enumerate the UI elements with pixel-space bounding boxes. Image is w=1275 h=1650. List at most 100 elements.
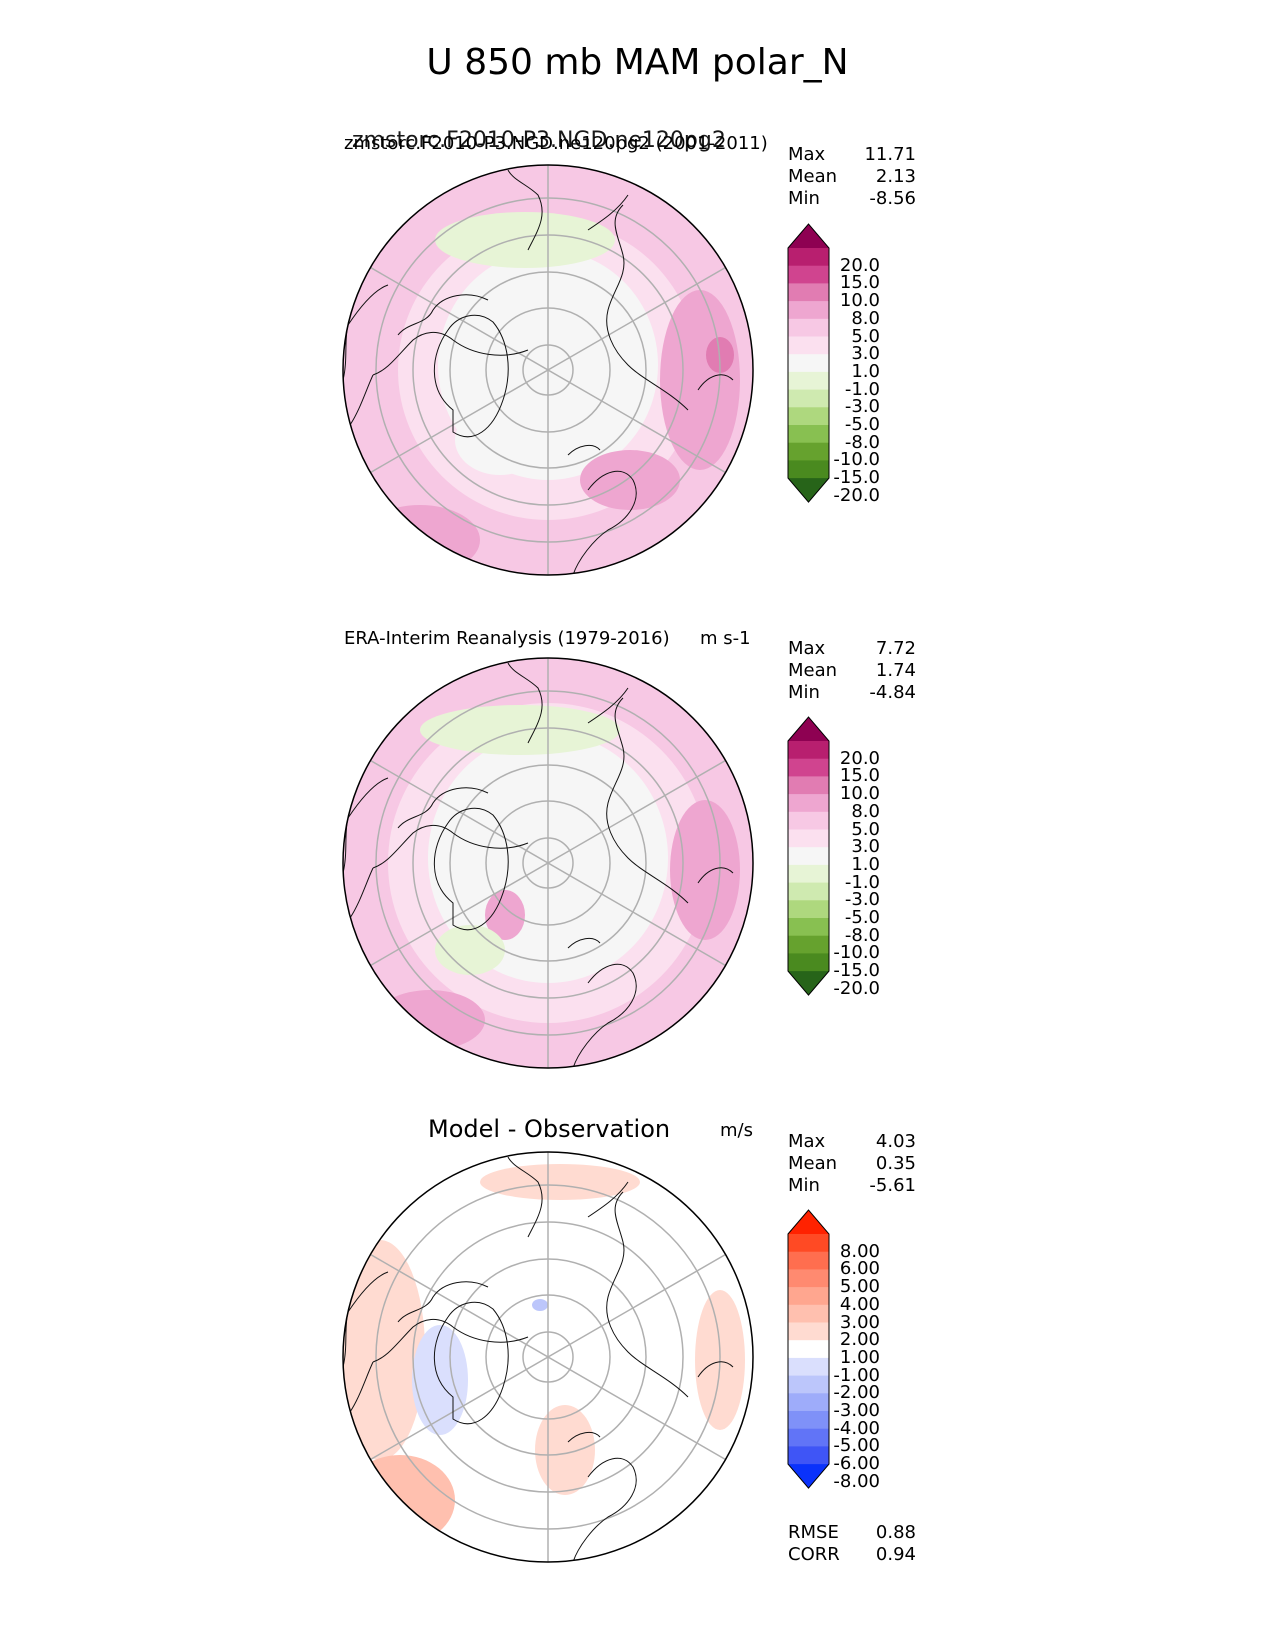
colorbar-tick-label: -4.00: [833, 1417, 880, 1439]
map2-field-jet: [485, 890, 525, 940]
map3-field-neg: [412, 1325, 468, 1435]
colorbar-tick-label: 5.0: [851, 818, 880, 840]
colorbar-segment: [788, 741, 829, 760]
colorbar-extend-min: [788, 478, 829, 503]
panel3-colorbar: [787, 1209, 830, 1489]
metric-label: CORR: [788, 1544, 840, 1565]
map2-boundary: [342, 657, 754, 1069]
map2-field-neg: [435, 925, 505, 975]
stat-min: -4.84: [869, 682, 916, 703]
colorbar-segment: [788, 248, 829, 267]
colorbar-tick-label: 2.00: [839, 1329, 880, 1351]
colorbar-tick-label: 20.0: [839, 747, 880, 769]
stat-mean: 1.74: [875, 660, 916, 681]
map1-field-jet: [580, 450, 680, 510]
panel1-map: [342, 164, 754, 576]
stat-mean: 2.13: [875, 166, 916, 187]
colorbar-segment: [788, 318, 829, 337]
map2-field-jet: [670, 800, 740, 940]
colorbar-segment: [788, 425, 829, 444]
colorbar-extend-max: [788, 1210, 829, 1234]
map1-boundary: [342, 164, 754, 576]
colorbar-segment: [788, 283, 829, 302]
colorbar-outline: [787, 223, 830, 503]
colorbar-tick-label: -5.0: [844, 414, 880, 435]
map1-field-jet: [660, 290, 740, 470]
colorbar-segment: [788, 1234, 829, 1253]
colorbar-segment: [788, 301, 829, 320]
colorbar-tick-label: 15.0: [839, 765, 880, 787]
colorbar-segment: [788, 1375, 829, 1394]
colorbar-tick-label: -3.00: [833, 1400, 880, 1421]
colorbar-tick-label: 8.00: [839, 1240, 880, 1262]
map1-field-jet: [360, 505, 480, 575]
colorbar-tick-label: -15.0: [833, 960, 880, 982]
map3-field-pos: [535, 1405, 595, 1495]
colorbar-tick-label: -5.00: [833, 1435, 880, 1457]
colorbar-tick-label: -1.0: [844, 378, 880, 400]
colorbar-tick-label: 15.0: [839, 272, 880, 294]
colorbar-segment: [788, 1357, 829, 1377]
colorbar-tick-label: 3.0: [851, 836, 880, 858]
colorbar-tick-label: 5.00: [839, 1276, 880, 1298]
panel2-stats: Max 7.72 Mean 1.74 Min -4.84: [788, 638, 916, 704]
colorbar-tick-label: 5.0: [851, 325, 880, 347]
panel2-units: m s-1: [700, 628, 751, 649]
map2-field-jet: [375, 990, 485, 1050]
colorbar-outline: [787, 716, 830, 996]
stat-min: -8.56: [869, 188, 916, 209]
colorbar-tick-label: 3.00: [839, 1311, 880, 1333]
stat-label: Min: [788, 188, 820, 209]
colorbar-tick-label: -10.0: [833, 942, 880, 964]
colorbar-segment: [788, 847, 829, 866]
colorbar-tick-label: -6.00: [833, 1453, 880, 1475]
colorbar-segment: [788, 442, 829, 461]
map3-field-pos: [345, 1455, 455, 1545]
metric-corr: 0.94: [875, 1544, 916, 1565]
map1-field-neg: [455, 405, 545, 475]
colorbar-tick-label: -8.0: [844, 431, 880, 453]
colorbar-segment: [788, 900, 829, 919]
colorbar-segment: [788, 882, 829, 901]
colorbar-segment: [788, 1393, 829, 1412]
colorbar-tick-label: 1.0: [851, 360, 880, 382]
colorbar-extend-min: [788, 971, 829, 996]
panel1-stats: Max 11.71 Mean 2.13 Min -8.56: [788, 144, 916, 210]
colorbar-extend-max: [788, 224, 829, 248]
stat-label: Mean: [788, 660, 838, 681]
stat-label: Min: [788, 682, 820, 703]
panel3-title: Model - Observation: [428, 1115, 671, 1143]
colorbar-segment: [788, 811, 829, 830]
panel2-title: ERA-Interim Reanalysis (1979-2016): [344, 628, 670, 649]
colorbar-segment: [788, 1411, 829, 1430]
colorbar-tick-label: -1.00: [833, 1364, 880, 1386]
colorbar-tick-label: -1.0: [844, 871, 880, 893]
colorbar-outline: [787, 1209, 830, 1489]
stat-max: 7.72: [875, 638, 916, 659]
colorbar-tick-label: 3.0: [851, 343, 880, 365]
colorbar-segment: [788, 829, 829, 848]
colorbar-segment: [788, 1269, 829, 1288]
stat-label: Min: [788, 1175, 820, 1196]
stat-min: -5.61: [869, 1175, 916, 1196]
metric-label: RMSE: [788, 1522, 839, 1543]
colorbar-segment: [788, 758, 829, 777]
colorbar-segment: [788, 953, 829, 972]
stat-max: 4.03: [875, 1131, 916, 1152]
colorbar-segment: [788, 1340, 829, 1359]
figure-title: U 850 mb MAM polar_N: [426, 42, 849, 83]
metric-rmse: 0.88: [875, 1522, 916, 1543]
colorbar-tick-label: 4.00: [839, 1293, 880, 1315]
colorbar-segment: [788, 460, 829, 479]
colorbar-segment: [788, 389, 829, 408]
colorbar-segment: [788, 407, 829, 426]
colorbar-tick-label: -15.0: [833, 467, 880, 489]
panel3-map: [342, 1151, 754, 1563]
panel3-units: m/s: [720, 1120, 753, 1141]
colorbar-tick-label: -10.0: [833, 449, 880, 471]
colorbar-extend-max: [788, 717, 829, 741]
panel3-metrics: RMSE 0.88 CORR 0.94: [788, 1522, 916, 1566]
colorbar-tick-label: -3.0: [844, 396, 880, 418]
stat-mean: 0.35: [875, 1153, 916, 1174]
colorbar-segment: [788, 336, 829, 355]
